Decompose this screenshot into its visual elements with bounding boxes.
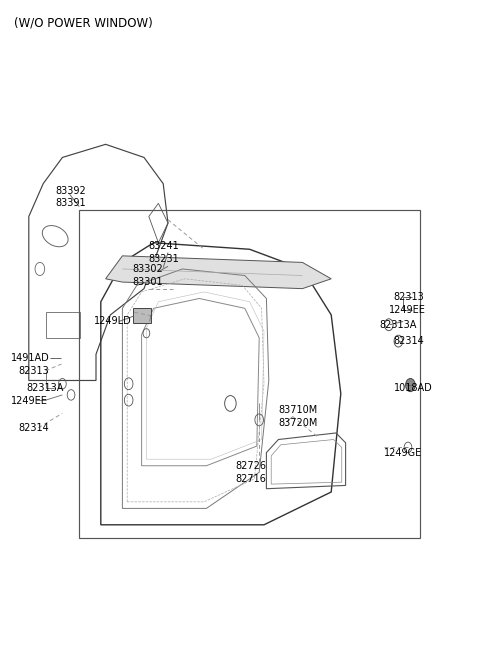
Text: 83710M
83720M: 83710M 83720M <box>278 405 318 428</box>
Text: 82313A: 82313A <box>379 319 417 330</box>
Text: 82314: 82314 <box>394 336 424 346</box>
Text: 82313: 82313 <box>394 291 424 302</box>
Text: 82313A: 82313A <box>26 383 64 394</box>
Text: 82314: 82314 <box>18 422 49 433</box>
Polygon shape <box>106 256 331 289</box>
Text: 1249LD: 1249LD <box>94 316 132 327</box>
Bar <box>79 210 420 538</box>
Text: 1018AD: 1018AD <box>394 383 432 394</box>
FancyBboxPatch shape <box>133 308 151 323</box>
Text: 1491AD: 1491AD <box>11 352 49 363</box>
Text: 1249EE: 1249EE <box>389 304 426 315</box>
Circle shape <box>406 379 415 392</box>
Text: 83241
83231: 83241 83231 <box>149 241 180 264</box>
Text: 82313: 82313 <box>18 365 49 376</box>
Bar <box>46 312 80 338</box>
Text: 1249GE: 1249GE <box>384 447 422 458</box>
Text: 1249EE: 1249EE <box>11 396 48 407</box>
Text: 83392
83391: 83392 83391 <box>55 186 86 208</box>
Text: 82726
82716: 82726 82716 <box>235 461 266 483</box>
Text: 83302
83301: 83302 83301 <box>132 264 163 287</box>
Text: (W/O POWER WINDOW): (W/O POWER WINDOW) <box>14 16 153 30</box>
